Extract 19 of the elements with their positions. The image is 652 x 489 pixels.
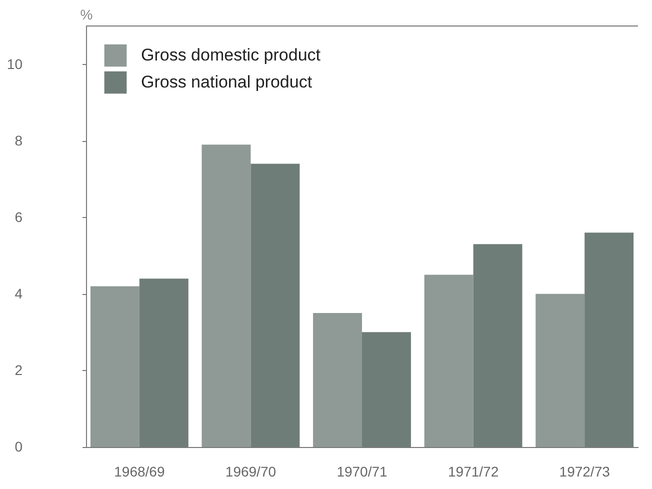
x-tick-label: 1970/71 bbox=[336, 464, 388, 480]
x-tick-label: 1972/73 bbox=[559, 464, 610, 480]
bar bbox=[202, 144, 251, 447]
legend-label: Gross national product bbox=[141, 72, 312, 92]
bar bbox=[536, 294, 585, 447]
y-tick-label: 6 bbox=[14, 208, 23, 225]
bar bbox=[313, 313, 362, 447]
bar bbox=[90, 286, 140, 447]
y-axis-title: % bbox=[80, 6, 93, 22]
y-tick-label: 0 bbox=[14, 438, 23, 454]
y-tick-label: 10 bbox=[6, 56, 23, 72]
legend-label: Gross domestic product bbox=[141, 46, 321, 64]
y-tick-label: 4 bbox=[14, 285, 23, 302]
x-tick-label: 1971/72 bbox=[448, 464, 499, 480]
bar bbox=[424, 274, 474, 447]
y-tick-label: 8 bbox=[14, 132, 23, 148]
y-tick-label: 2 bbox=[14, 362, 23, 378]
x-tick-label: 1968/69 bbox=[114, 464, 165, 480]
x-tick-label: 1969/70 bbox=[225, 464, 276, 480]
